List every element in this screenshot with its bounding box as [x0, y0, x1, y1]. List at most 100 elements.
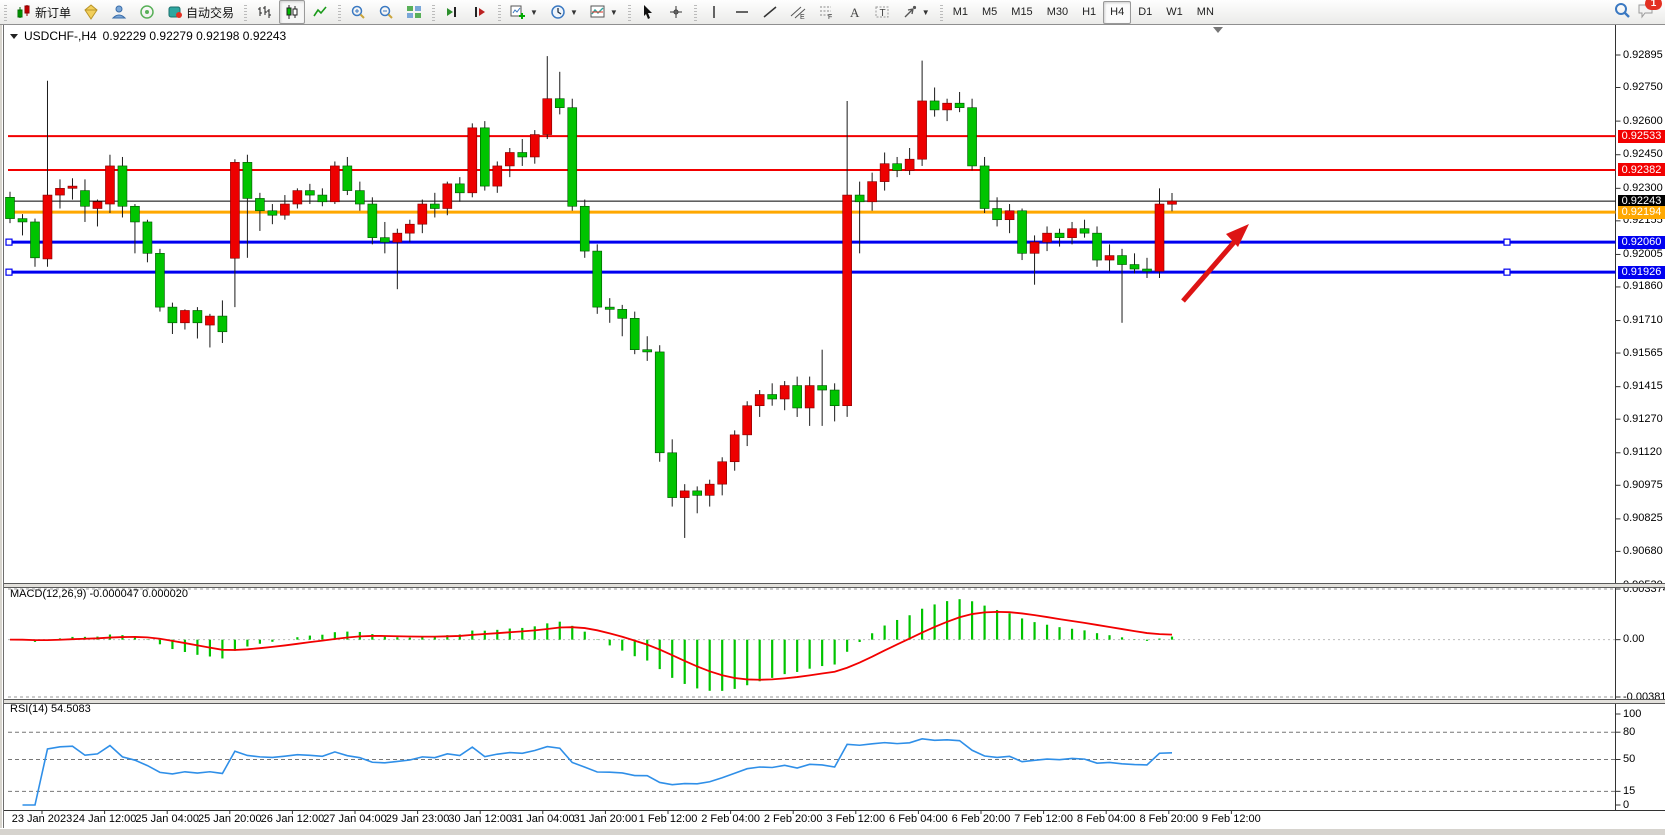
timeframe-button-h4[interactable]: H4 [1103, 0, 1132, 24]
auto-scroll-button[interactable] [467, 0, 493, 24]
timeframe-button-m1[interactable]: M1 [952, 6, 968, 18]
price-axis-label: 0.90680 [1623, 544, 1663, 557]
tile-windows-button[interactable] [401, 0, 427, 24]
timeframe-button-mn[interactable]: MN [1196, 6, 1214, 18]
channel-button[interactable]: E [785, 0, 811, 24]
x-axis-label: 30 Jan 12:00 [448, 813, 512, 825]
vertical-line-button[interactable] [701, 0, 727, 24]
macd-panel-separator[interactable] [4, 583, 1665, 588]
x-axis-line [4, 810, 1665, 811]
scroll-to-end-marker[interactable] [1213, 27, 1223, 33]
window-bottom-edge [0, 829, 1665, 835]
label-button[interactable]: T [869, 0, 895, 24]
price-badge-0.91926: 0.91926 [1618, 265, 1665, 279]
bar-chart-button[interactable] [251, 0, 277, 24]
trendline-button[interactable] [757, 0, 783, 24]
toolbar-grip[interactable] [430, 3, 437, 21]
toolbar-grip[interactable] [336, 3, 343, 21]
timeframe-button-m15[interactable]: M15 [1011, 6, 1033, 18]
new-chart-icon [510, 4, 526, 20]
timeframe-button-m30[interactable]: M30 [1046, 6, 1069, 18]
toolbar-group [250, 0, 334, 24]
price-axis-label: 0.91270 [1623, 412, 1663, 425]
signal-icon-button[interactable] [134, 0, 160, 24]
cursor-button[interactable] [635, 0, 661, 24]
timeframe-button-d1[interactable]: D1 [1138, 6, 1153, 18]
collapse-triangle-icon[interactable] [10, 33, 18, 39]
periods-button[interactable]: ▼ [545, 0, 583, 24]
shapes-icon [902, 4, 918, 20]
line-handle[interactable] [1503, 238, 1511, 246]
chat-button[interactable]: 1 [1637, 0, 1662, 24]
x-axis-label: 24 Jan 12:00 [72, 813, 137, 825]
macd-histogram [21, 599, 1174, 691]
chevron-down-icon[interactable]: ▼ [921, 7, 930, 17]
chart-line-icon [312, 4, 328, 20]
price-badge-0.92060: 0.92060 [1618, 235, 1665, 249]
notification-badge: 1 [1645, 0, 1662, 10]
crystal-icon-button[interactable] [78, 0, 104, 24]
channel-icon: E [790, 4, 806, 20]
svg-text:E: E [800, 14, 805, 20]
hline-icon [734, 4, 750, 20]
line-handle[interactable] [5, 238, 13, 246]
x-axis-label: 2 Feb 04:00 [701, 813, 760, 825]
publish-icon-button[interactable] [106, 0, 132, 24]
x-axis-label: 8 Feb 20:00 [1139, 813, 1199, 825]
indicators-icon [590, 4, 606, 20]
toolbar-group [344, 0, 428, 24]
new-order-button[interactable]: 新订单 [11, 0, 76, 24]
shapes-button[interactable]: ▼ [897, 0, 935, 24]
auto-scroll-icon [472, 4, 488, 20]
text-button[interactable]: A [841, 0, 867, 24]
x-axis-label: 29 Jan 23:00 [385, 813, 450, 825]
chevron-down-icon[interactable]: ▼ [530, 7, 538, 17]
line-handle[interactable] [5, 268, 13, 276]
crosshair-button[interactable] [663, 0, 689, 24]
indicators-button[interactable]: ▼ [585, 0, 623, 24]
toolbar-grip[interactable] [242, 3, 249, 21]
fibonacci-button[interactable]: F [813, 0, 839, 24]
arrow-annotation[interactable] [1181, 224, 1249, 303]
x-axis-label: 6 Feb 04:00 [889, 813, 948, 825]
candlestick-chart-button[interactable] [279, 0, 306, 24]
timeframe-button-m5[interactable]: M5 [982, 6, 998, 18]
zoom-in-button[interactable] [345, 0, 371, 24]
search-icon[interactable] [1613, 1, 1631, 24]
timeframe-button-w1[interactable]: W1 [1166, 6, 1183, 18]
price-axis-label: 0.92300 [1623, 181, 1663, 194]
chevron-down-icon[interactable]: ▼ [569, 7, 578, 17]
line-chart-button[interactable] [307, 0, 333, 24]
horizontal-line-button[interactable] [729, 0, 755, 24]
toolbar-group: ▼ ▼ ▼ [504, 0, 624, 24]
price-axis-label: 0.92005 [1623, 247, 1663, 260]
vline-icon [706, 4, 722, 20]
auto-trading-button[interactable]: 自动交易 [162, 0, 239, 24]
toolbar-group [634, 0, 690, 24]
x-axis-label: 3 Feb 12:00 [826, 813, 886, 825]
timeframe-button-h1[interactable]: H1 [1082, 6, 1097, 18]
horizontal-line-0.91926[interactable] [5, 268, 1616, 276]
timeframe-group: M1 M5 M15 M30 H1 H4 D1 W1 MN [946, 0, 1221, 24]
price-axis-label: 0.91860 [1623, 280, 1663, 293]
price-axis-label: 0.92600 [1623, 114, 1663, 127]
toolbar-grip[interactable] [2, 3, 8, 21]
toolbar-grip[interactable] [937, 3, 944, 21]
toolbar-grip[interactable] [625, 3, 632, 21]
shift-end-button[interactable] [439, 0, 465, 24]
zoom-out-button[interactable] [373, 0, 399, 24]
line-handle[interactable] [1503, 268, 1511, 276]
toolbar-grip[interactable] [496, 3, 503, 21]
rsi-panel-separator[interactable] [4, 699, 1665, 704]
trendline-icon [762, 4, 778, 20]
x-axis-label: 9 Feb 12:00 [1202, 813, 1261, 825]
price-badge-0.92194: 0.92194 [1618, 205, 1665, 219]
window-left-border [0, 25, 6, 828]
price-badge-0.92243: 0.92243 [1618, 194, 1665, 208]
horizontal-line-0.92060[interactable] [5, 238, 1616, 246]
toolbar-right-cluster: 1 [1613, 0, 1665, 24]
toolbar-grip[interactable] [691, 3, 698, 21]
new-chart-button[interactable]: ▼ [505, 0, 543, 24]
chevron-down-icon[interactable]: ▼ [609, 7, 618, 17]
